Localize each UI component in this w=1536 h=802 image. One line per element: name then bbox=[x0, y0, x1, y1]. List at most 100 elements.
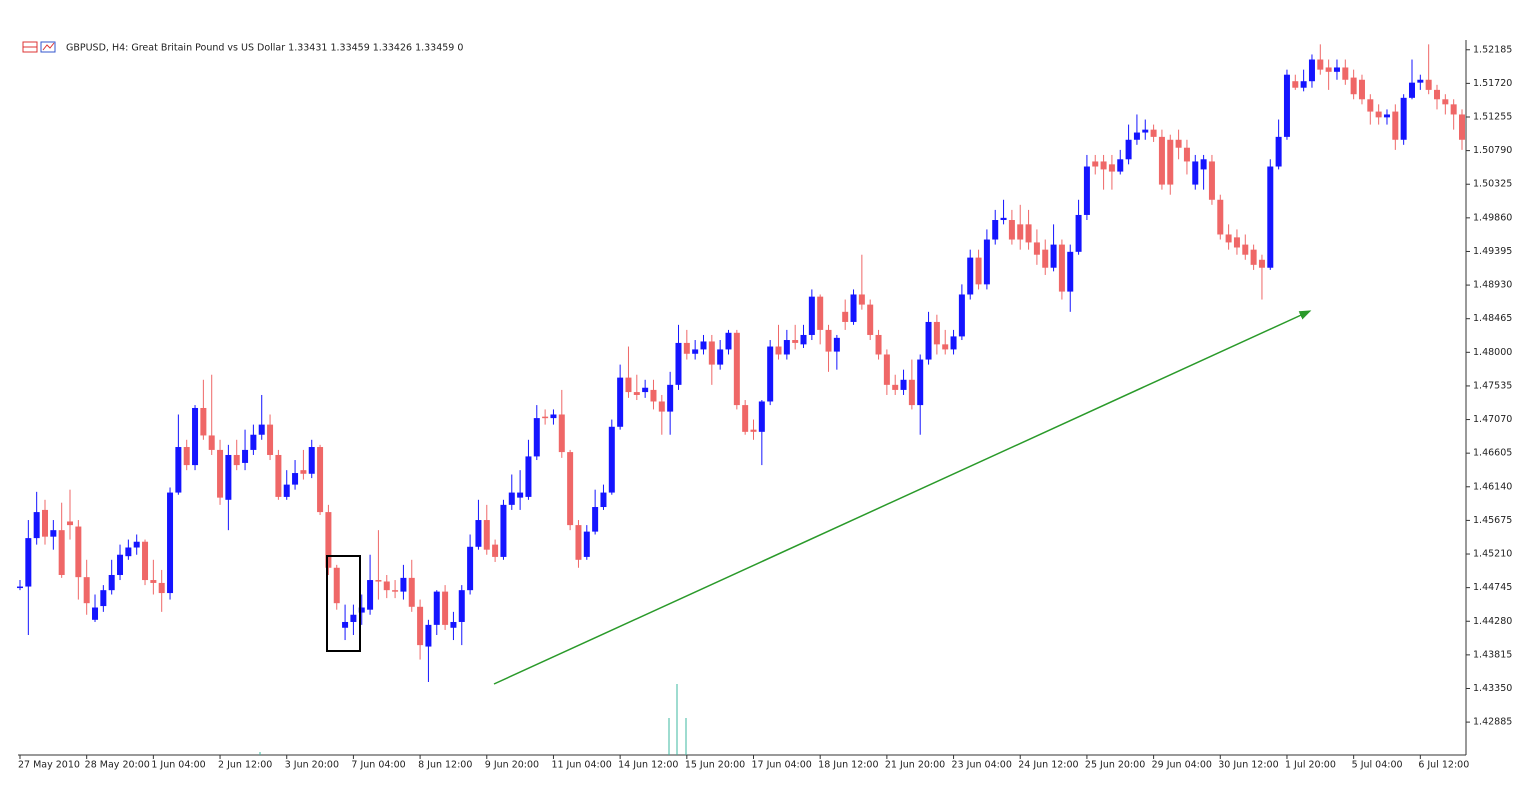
candle-body bbox=[575, 525, 582, 560]
candle-body bbox=[1417, 79, 1424, 83]
candle-body bbox=[1092, 161, 1099, 167]
candle-body bbox=[1050, 244, 1057, 268]
candle-body bbox=[933, 321, 940, 345]
candle-body bbox=[1283, 74, 1290, 137]
candle-body bbox=[1375, 111, 1382, 118]
candle-body bbox=[1142, 129, 1149, 133]
candle-body bbox=[708, 341, 715, 365]
candle-body bbox=[375, 580, 382, 582]
y-tick-label: 1.49395 bbox=[1473, 246, 1512, 257]
candle-body bbox=[717, 349, 724, 365]
x-tick-label: 23 Jun 04:00 bbox=[952, 760, 1012, 771]
candle-body bbox=[883, 354, 890, 385]
candle-body bbox=[892, 384, 899, 390]
candle-body bbox=[225, 454, 232, 500]
candle-body bbox=[508, 492, 515, 505]
candle-body bbox=[1242, 244, 1249, 255]
candle-body bbox=[283, 484, 290, 497]
candle-body bbox=[275, 454, 282, 497]
candle-body bbox=[517, 492, 524, 498]
candle-body bbox=[983, 239, 990, 285]
trend-arrow bbox=[493, 310, 1312, 685]
candle-body bbox=[1117, 159, 1124, 172]
x-tick-label: 17 Jun 04:00 bbox=[752, 760, 812, 771]
candle-body bbox=[1383, 114, 1390, 118]
y-tick-label: 1.50325 bbox=[1473, 179, 1512, 190]
candle-body bbox=[592, 507, 599, 532]
candle-body bbox=[950, 336, 957, 350]
candle-body bbox=[658, 401, 665, 412]
candle-body bbox=[1250, 249, 1257, 265]
candle-body bbox=[725, 332, 732, 350]
candle-body bbox=[1442, 99, 1449, 105]
candle-body bbox=[1200, 159, 1207, 170]
candle-body bbox=[550, 414, 557, 419]
candle-body bbox=[1217, 199, 1224, 235]
x-tick-label: 30 Jun 12:00 bbox=[1218, 760, 1278, 771]
candle-body bbox=[1225, 234, 1232, 243]
y-tick-label: 1.44745 bbox=[1473, 582, 1512, 593]
candle-body bbox=[417, 606, 424, 646]
candle-body bbox=[967, 257, 974, 295]
y-tick-label: 1.48000 bbox=[1473, 347, 1512, 358]
candle-body bbox=[1317, 59, 1324, 70]
candle-body bbox=[733, 332, 740, 406]
candle-body bbox=[817, 296, 824, 330]
candle-body bbox=[650, 389, 657, 402]
candle-body bbox=[383, 581, 390, 591]
candle-body bbox=[233, 454, 240, 466]
candle-body bbox=[542, 416, 549, 419]
x-tick-label: 5 Jul 04:00 bbox=[1352, 760, 1403, 771]
candle-body bbox=[1450, 104, 1457, 115]
x-tick-label: 3 Jun 20:00 bbox=[285, 760, 339, 771]
candle-body bbox=[192, 407, 199, 466]
candle-body bbox=[600, 492, 607, 508]
candle-body bbox=[1367, 99, 1374, 112]
candle-body bbox=[158, 582, 165, 594]
y-tick-label: 1.48930 bbox=[1473, 280, 1512, 291]
candle-body bbox=[250, 434, 257, 450]
candle-body bbox=[1083, 166, 1090, 215]
candle-body bbox=[858, 294, 865, 305]
candle-body bbox=[25, 538, 32, 587]
candle-body bbox=[17, 586, 23, 589]
highlight-box bbox=[326, 555, 361, 652]
candle-body bbox=[1400, 97, 1407, 140]
candle-body bbox=[442, 591, 449, 625]
candle-body bbox=[125, 547, 132, 557]
candle-body bbox=[317, 447, 324, 513]
candle-body bbox=[567, 452, 574, 526]
candle-body bbox=[150, 580, 157, 583]
candle-body bbox=[825, 329, 832, 352]
candle-body bbox=[1233, 237, 1240, 248]
candle-body bbox=[483, 520, 490, 550]
candle-body bbox=[1358, 79, 1365, 100]
candle-body bbox=[700, 341, 707, 350]
candle-body bbox=[400, 577, 407, 592]
y-tick-label: 1.48465 bbox=[1473, 313, 1512, 324]
candle-body bbox=[1025, 224, 1032, 243]
candle-body bbox=[633, 392, 640, 395]
candles bbox=[17, 44, 1465, 682]
candle-body bbox=[1392, 111, 1399, 140]
candle-body bbox=[833, 337, 840, 352]
candle-body bbox=[675, 342, 682, 385]
candle-body bbox=[1258, 259, 1265, 268]
candle-body bbox=[83, 577, 90, 604]
candle-body bbox=[325, 512, 332, 568]
candle-body bbox=[792, 340, 799, 343]
candle-body bbox=[50, 530, 57, 537]
x-tick-label: 29 Jun 04:00 bbox=[1152, 760, 1212, 771]
candle-body bbox=[1150, 129, 1157, 137]
candle-body bbox=[208, 435, 215, 450]
candle-body bbox=[758, 401, 765, 432]
candle-body bbox=[1308, 59, 1315, 82]
candle-body bbox=[33, 512, 40, 539]
candle-body bbox=[100, 590, 107, 607]
candle-body bbox=[925, 321, 932, 360]
candle-body bbox=[142, 541, 149, 581]
chart-title: GBPUSD, H4: Great Britain Pound vs US Do… bbox=[66, 43, 463, 54]
icon-chart bbox=[40, 41, 56, 53]
candle-body bbox=[1167, 139, 1174, 185]
